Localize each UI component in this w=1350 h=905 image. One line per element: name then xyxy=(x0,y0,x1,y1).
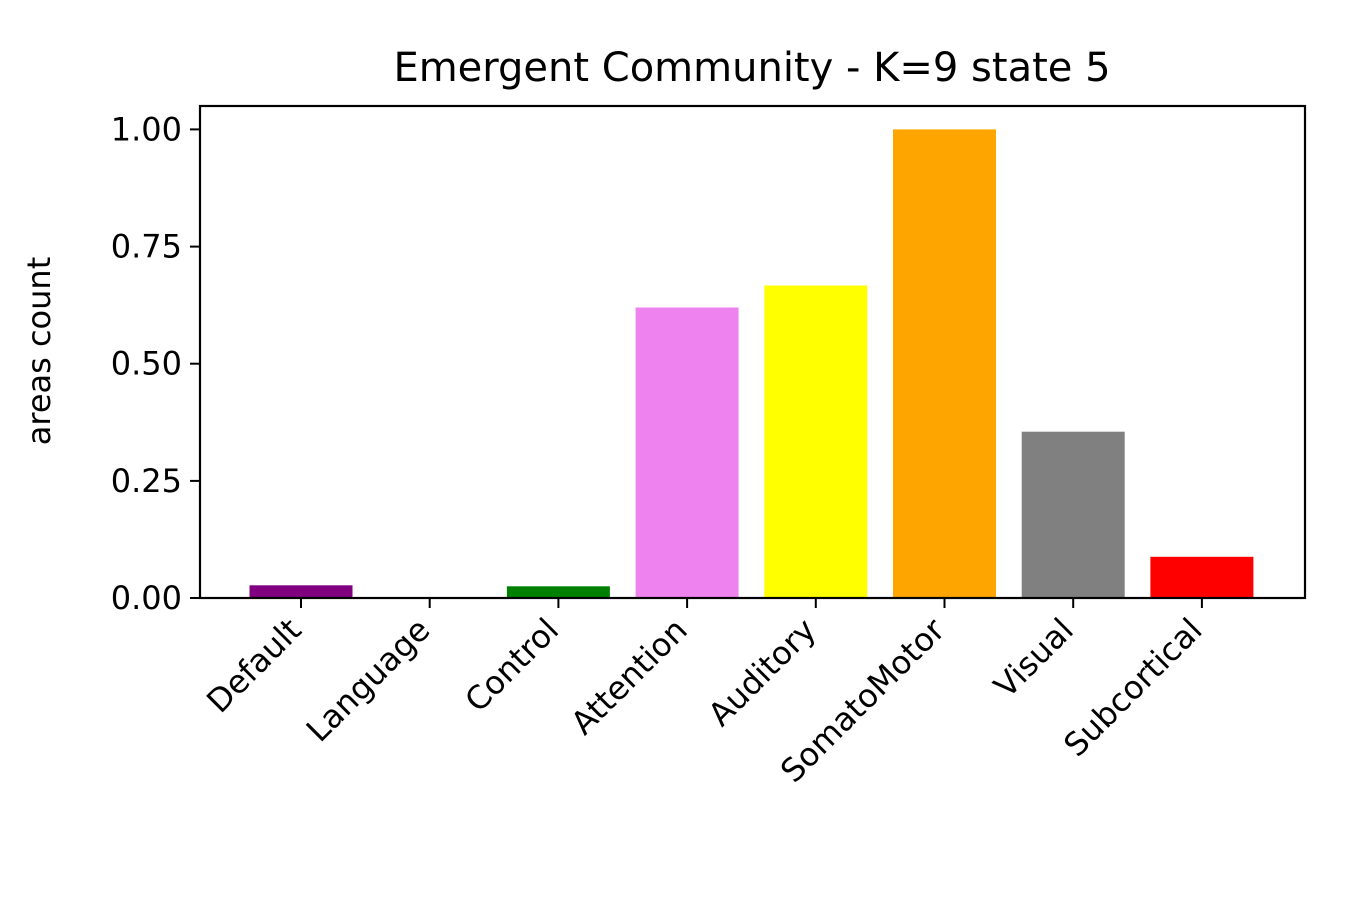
x-tick-label-default: Default xyxy=(199,611,309,721)
chart-title: Emergent Community - K=9 state 5 xyxy=(393,45,1110,91)
x-tick-label-auditory: Auditory xyxy=(701,611,824,734)
bar-auditory xyxy=(764,285,868,598)
x-tick-label-visual: Visual xyxy=(986,611,1080,705)
y-tick-label: 0.25 xyxy=(111,462,182,500)
bar-subcortical xyxy=(1150,556,1254,598)
y-axis-label: areas count xyxy=(20,257,58,445)
bar-attention xyxy=(635,307,739,598)
x-tick-label-subcortical: Subcortical xyxy=(1056,611,1209,764)
y-tick-label: 0.75 xyxy=(111,228,182,266)
bars-group xyxy=(249,129,1254,598)
y-tick-label: 0.50 xyxy=(111,345,182,383)
x-tick-label-language: Language xyxy=(299,611,438,750)
y-tick-label: 1.00 xyxy=(111,110,182,148)
bar-control xyxy=(506,586,610,598)
y-tick-label: 0.00 xyxy=(111,579,182,617)
y-ticks-group: 0.00 0.25 0.50 0.75 1.00 xyxy=(111,110,200,617)
bar-default xyxy=(249,585,353,598)
plot-frame xyxy=(198,104,1307,600)
x-tick-label-control: Control xyxy=(457,611,566,720)
bar-visual xyxy=(1021,431,1125,598)
x-tick-label-attention: Attention xyxy=(563,611,694,742)
bar-somatomotor xyxy=(893,129,996,598)
